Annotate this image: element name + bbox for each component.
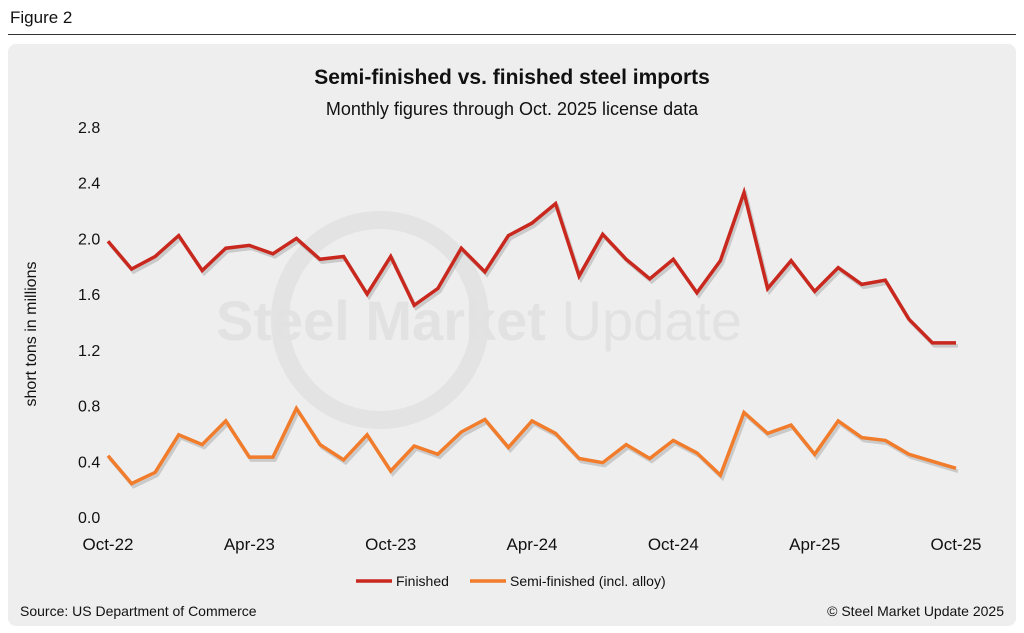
x-tick-label: Apr-23 xyxy=(224,535,275,554)
y-tick-label: 1.2 xyxy=(78,343,100,360)
y-axis-label: short tons in millions xyxy=(23,262,40,407)
x-tick-label: Oct-22 xyxy=(82,535,133,554)
y-tick-label: 0.8 xyxy=(78,399,100,416)
y-tick-label: 2.4 xyxy=(78,176,100,193)
y-tick-label: 2.8 xyxy=(78,120,100,137)
series-shadow-0 xyxy=(108,189,958,348)
chart-title: Semi-finished vs. finished steel imports xyxy=(314,66,710,89)
figure-label: Figure 2 xyxy=(10,8,73,27)
watermark-text: Steel Market Update xyxy=(216,289,742,352)
y-tick-label: 0.4 xyxy=(78,454,100,471)
y-tick-label: 0.0 xyxy=(78,510,100,527)
y-tick-label: 2.0 xyxy=(78,231,100,248)
source-note: Source: US Department of Commerce xyxy=(20,603,257,619)
copyright-note: © Steel Market Update 2025 xyxy=(827,603,1004,619)
x-tick-label: Apr-24 xyxy=(506,535,557,554)
legend-label: Finished xyxy=(396,573,449,589)
legend-label: Semi-finished (incl. alloy) xyxy=(510,573,666,589)
figure-divider xyxy=(8,34,1016,35)
watermark-logo-icon xyxy=(271,211,489,429)
x-tick-label: Oct-24 xyxy=(648,535,699,554)
x-tick-label: Oct-25 xyxy=(930,535,981,554)
y-tick-label: 1.6 xyxy=(78,287,100,304)
series-line-semi-finished xyxy=(106,404,957,486)
chart-subtitle: Monthly figures through Oct. 2025 licens… xyxy=(325,99,699,119)
chart-card xyxy=(8,44,1016,626)
x-tick-label: Apr-25 xyxy=(789,535,840,554)
x-tick-label: Oct-23 xyxy=(365,535,416,554)
